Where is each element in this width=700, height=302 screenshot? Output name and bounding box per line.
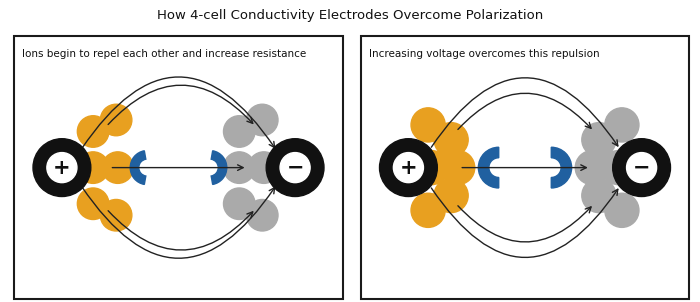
Text: −: − xyxy=(286,158,304,178)
Text: How 4-cell Conductivity Electrodes Overcome Polarization: How 4-cell Conductivity Electrodes Overc… xyxy=(157,9,543,22)
Circle shape xyxy=(246,199,278,231)
Circle shape xyxy=(100,199,132,231)
Circle shape xyxy=(393,153,424,183)
Wedge shape xyxy=(211,151,227,185)
Circle shape xyxy=(575,150,610,185)
Circle shape xyxy=(33,139,91,197)
Circle shape xyxy=(605,108,639,142)
Circle shape xyxy=(440,150,475,185)
Circle shape xyxy=(77,188,109,220)
Circle shape xyxy=(605,193,639,227)
Wedge shape xyxy=(130,151,146,185)
Circle shape xyxy=(102,152,134,183)
Circle shape xyxy=(612,139,671,197)
Circle shape xyxy=(77,152,109,183)
Text: −: − xyxy=(633,158,650,178)
Circle shape xyxy=(77,116,109,147)
Circle shape xyxy=(47,153,77,183)
Circle shape xyxy=(582,178,616,213)
Circle shape xyxy=(280,153,310,183)
Circle shape xyxy=(100,104,132,136)
Circle shape xyxy=(223,188,255,220)
Circle shape xyxy=(434,123,468,157)
Text: Ions begin to repel each other and increase resistance: Ions begin to repel each other and incre… xyxy=(22,49,307,59)
Circle shape xyxy=(266,139,324,197)
Circle shape xyxy=(411,193,445,227)
Text: +: + xyxy=(53,158,71,178)
Wedge shape xyxy=(478,147,498,188)
Wedge shape xyxy=(552,147,572,188)
Text: Increasing voltage overcomes this repulsion: Increasing voltage overcomes this repuls… xyxy=(369,49,600,59)
Text: +: + xyxy=(400,158,417,178)
Circle shape xyxy=(248,152,280,183)
Circle shape xyxy=(601,150,636,185)
Circle shape xyxy=(434,178,468,213)
Circle shape xyxy=(223,116,255,147)
Circle shape xyxy=(223,152,255,183)
Circle shape xyxy=(246,104,278,136)
Circle shape xyxy=(582,123,616,157)
Circle shape xyxy=(411,108,445,142)
Circle shape xyxy=(414,150,449,185)
Circle shape xyxy=(626,153,657,183)
Circle shape xyxy=(379,139,438,197)
